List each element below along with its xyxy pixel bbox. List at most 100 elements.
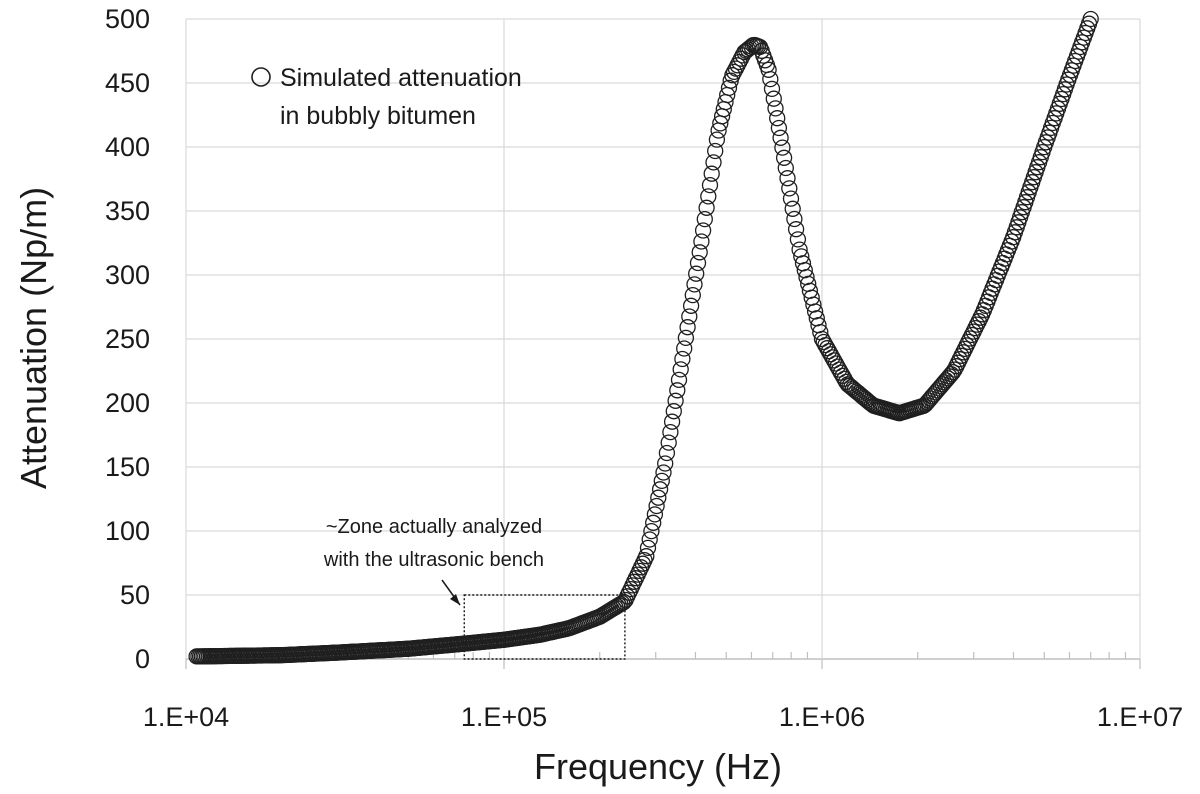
y-tick-labels: 0 50 100 150 200 250 300 350 400 450 500 xyxy=(105,4,150,674)
y-tick-label: 300 xyxy=(105,260,150,290)
data-point xyxy=(700,188,717,205)
data-point xyxy=(691,244,708,261)
data-point xyxy=(765,90,782,107)
data-point xyxy=(775,149,793,166)
data-point xyxy=(672,361,689,378)
y-tick-label: 450 xyxy=(105,68,150,98)
data-point xyxy=(638,548,655,565)
data-point xyxy=(694,222,712,239)
x-axis-title: Frequency (Hz) xyxy=(534,746,782,787)
data-point xyxy=(631,562,648,580)
x-tick-label: 1.E+05 xyxy=(461,702,547,732)
data-point xyxy=(1082,10,1099,28)
analyzed-zone xyxy=(463,594,626,660)
y-tick-label: 350 xyxy=(105,196,150,226)
data-point xyxy=(619,588,636,605)
y-tick-label: 500 xyxy=(105,4,150,34)
series-points xyxy=(188,10,1099,665)
data-point xyxy=(660,434,677,451)
legend-marker xyxy=(251,67,271,87)
y-tick-label: 250 xyxy=(105,324,150,354)
data-point xyxy=(655,464,672,481)
data-point xyxy=(665,403,682,420)
data-point xyxy=(669,382,686,399)
x-tick-label: 1.E+07 xyxy=(1097,702,1183,732)
data-point xyxy=(626,573,643,590)
x-tick-label: 1.E+06 xyxy=(779,702,865,732)
legend: Simulated attenuation in bubbly bitumen xyxy=(251,64,522,130)
annotation-line1: ~Zone actually analyzed xyxy=(326,516,542,538)
data-point xyxy=(620,584,638,601)
data-point xyxy=(789,231,807,248)
data-point xyxy=(667,392,684,409)
zone-annotation: ~Zone actually analyzed with the ultraso… xyxy=(323,516,544,606)
data-point xyxy=(624,577,641,594)
data-point xyxy=(688,265,705,282)
annotation-arrowhead xyxy=(450,594,460,605)
data-point xyxy=(663,413,681,430)
data-point xyxy=(639,539,657,557)
data-point xyxy=(772,129,789,146)
data-point xyxy=(760,61,777,78)
data-point xyxy=(782,190,800,207)
x-tick-label: 1.E+04 xyxy=(143,702,229,732)
data-point xyxy=(641,531,658,548)
data-point xyxy=(972,309,989,326)
y-tick-label: 400 xyxy=(105,132,150,162)
data-point xyxy=(777,159,794,177)
zone-rectangle xyxy=(463,594,626,660)
data-point xyxy=(684,286,701,304)
data-point xyxy=(770,119,788,137)
data-point xyxy=(679,319,696,336)
y-axis-title: Attenuation (Np/m) xyxy=(13,187,54,489)
y-tick-label: 50 xyxy=(120,580,150,610)
data-point xyxy=(720,79,738,97)
y-tick-label: 0 xyxy=(135,644,150,674)
data-point xyxy=(769,110,786,127)
data-point xyxy=(696,210,713,228)
data-point xyxy=(708,131,726,148)
legend-text-line2: in bubbly bitumen xyxy=(280,102,476,130)
data-point xyxy=(643,522,660,540)
data-point xyxy=(632,559,650,576)
legend-text-line1: Simulated attenuation xyxy=(280,64,522,92)
data-point xyxy=(627,570,645,587)
data-point xyxy=(767,100,784,117)
data-point xyxy=(676,340,693,357)
y-tick-label: 100 xyxy=(105,516,150,546)
data-point xyxy=(763,80,781,98)
data-point xyxy=(662,423,679,441)
data-point xyxy=(705,154,722,171)
data-point xyxy=(670,371,688,389)
data-point xyxy=(786,210,803,228)
data-point xyxy=(682,297,700,314)
data-point xyxy=(658,444,676,462)
data-point xyxy=(650,489,667,506)
annotation-line2: with the ultrasonic bench xyxy=(323,549,544,571)
data-point xyxy=(781,180,798,197)
data-point xyxy=(651,481,669,498)
data-point xyxy=(779,170,796,187)
data-point xyxy=(787,221,805,238)
y-tick-label: 200 xyxy=(105,388,150,418)
data-point xyxy=(698,199,715,216)
data-point xyxy=(703,165,720,182)
data-point xyxy=(707,142,724,160)
data-point xyxy=(686,276,703,293)
data-point xyxy=(681,308,698,325)
data-point xyxy=(784,200,801,217)
data-point xyxy=(646,506,664,523)
data-point xyxy=(701,176,719,194)
x-tick-labels: 1.E+04 1.E+05 1.E+06 1.E+07 xyxy=(143,702,1183,732)
data-point xyxy=(674,350,691,368)
data-point xyxy=(634,555,651,572)
data-point xyxy=(657,455,674,472)
data-point xyxy=(689,254,707,272)
data-point xyxy=(762,70,779,88)
data-point xyxy=(677,329,695,347)
data-point xyxy=(774,139,791,156)
y-tick-label: 150 xyxy=(105,452,150,482)
data-point xyxy=(693,233,710,250)
data-point xyxy=(653,472,670,490)
